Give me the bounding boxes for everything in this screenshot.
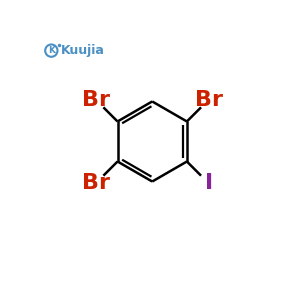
Text: Br: Br (82, 173, 110, 193)
Text: Br: Br (82, 90, 110, 110)
Text: I: I (205, 173, 213, 193)
Text: K: K (48, 46, 55, 55)
Text: Br: Br (195, 90, 223, 110)
Text: Kuujia: Kuujia (61, 44, 104, 57)
